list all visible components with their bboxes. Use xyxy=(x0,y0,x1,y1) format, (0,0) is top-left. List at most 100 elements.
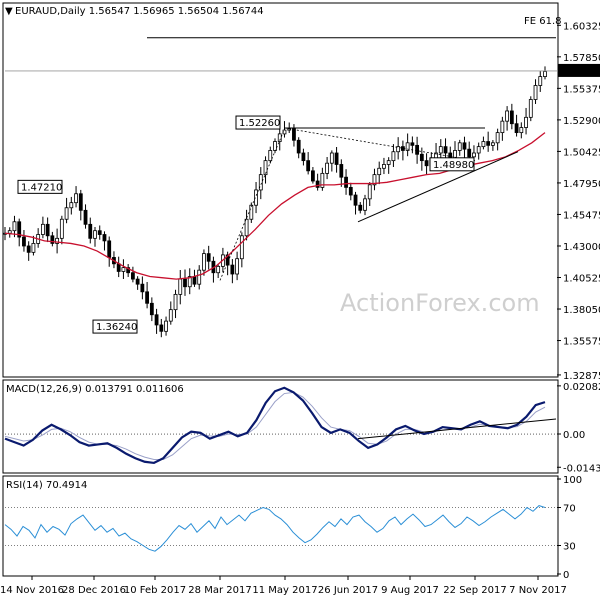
chart-header: EURAUD,Daily 1.56547 1.56965 1.56504 1.5… xyxy=(15,6,264,17)
date-tick-label: 28 Dec 2016 xyxy=(62,585,126,596)
candle-body xyxy=(93,230,97,239)
price-tick-label: 1.40525 xyxy=(563,274,600,285)
candle-body xyxy=(187,276,192,288)
date-tick-label: 9 Aug 2017 xyxy=(381,585,439,596)
candle-body xyxy=(116,263,121,272)
candle-body xyxy=(164,320,168,332)
candle-body xyxy=(320,172,325,188)
candle-body xyxy=(78,193,83,211)
candle-body xyxy=(83,209,88,225)
last-price-box xyxy=(558,63,600,77)
fe-label: FE 61.8 xyxy=(524,16,562,27)
candle-body xyxy=(216,265,221,274)
candle-body xyxy=(192,276,197,285)
candle-body xyxy=(149,302,154,316)
annotation-box xyxy=(17,179,63,194)
candle-body xyxy=(121,267,126,272)
candle-body xyxy=(296,139,301,154)
candle-body xyxy=(178,278,183,295)
candle-body xyxy=(268,150,273,162)
candle-body xyxy=(457,142,462,151)
date-tick-label: 10 Feb 2017 xyxy=(124,585,186,596)
price-tick-label: 1.35575 xyxy=(563,337,600,348)
date-tick-label: 7 Nov 2017 xyxy=(509,585,567,596)
date-tick-label: 14 Nov 2016 xyxy=(0,585,64,596)
candle-body xyxy=(476,146,481,154)
candle-body xyxy=(481,141,486,148)
candle-body xyxy=(140,283,145,293)
macd-layer xyxy=(4,386,557,465)
candle-body xyxy=(310,170,315,182)
rsi-line xyxy=(4,505,546,552)
annotation-label: 1.47210 xyxy=(21,182,62,193)
candle-body xyxy=(315,180,320,188)
candle-body xyxy=(202,253,206,271)
candle-body xyxy=(353,194,358,206)
price-tick-label: 1.38050 xyxy=(563,305,600,316)
candle-body xyxy=(462,142,467,150)
candle-body xyxy=(88,223,93,239)
candle-body xyxy=(183,278,187,288)
support-trendline xyxy=(357,151,519,223)
candle-body xyxy=(543,71,547,77)
candle-body xyxy=(22,236,26,247)
candle-body xyxy=(159,324,164,332)
axis-layer: 1.60325 1.57850 1.55375 1.52900 1.50425 1.479… xyxy=(0,21,600,596)
candle-body xyxy=(130,272,135,280)
price-tick-label: 1.43000 xyxy=(563,242,600,253)
price-tick-label: 1.45475 xyxy=(563,210,600,221)
candle-body xyxy=(40,223,45,235)
price-tick-label: 1.60325 xyxy=(563,21,600,32)
price-tick-label: 1.55375 xyxy=(563,84,600,95)
date-tick-label: 11 May 2017 xyxy=(252,585,317,596)
candle-body xyxy=(64,207,69,220)
macd-trendline xyxy=(357,418,557,440)
candle-body xyxy=(391,151,396,162)
candle-body xyxy=(301,152,306,162)
candle-body xyxy=(173,293,178,311)
candle-body xyxy=(254,189,258,206)
dropdown-triangle-icon[interactable]: ▼ xyxy=(5,6,13,17)
candle-body xyxy=(45,223,50,237)
candle-body xyxy=(415,144,420,155)
macd-tick-label: -0.014386 xyxy=(563,463,600,474)
annotation-box xyxy=(429,157,475,172)
candle-body xyxy=(329,152,334,164)
candle-body xyxy=(12,221,17,232)
rsi-layer xyxy=(4,505,556,552)
candle-body xyxy=(292,128,296,141)
candle-body xyxy=(514,123,519,134)
candle-body xyxy=(244,218,249,237)
price-tick-label: 1.52900 xyxy=(563,116,600,127)
candle-body xyxy=(490,142,495,146)
annotation-label: 1.48980 xyxy=(433,160,474,171)
candle-body xyxy=(225,254,230,266)
watermark: ActionForex.com xyxy=(340,289,540,317)
candle-body xyxy=(396,146,401,153)
annotation-box xyxy=(235,115,281,130)
annotation-box xyxy=(92,319,138,334)
date-tick-label: 28 Mar 2017 xyxy=(188,585,251,596)
candle-body xyxy=(505,110,510,122)
candle-body xyxy=(443,146,448,154)
candle-body xyxy=(486,141,491,146)
candle-body xyxy=(367,184,372,200)
rsi-panel xyxy=(2,475,559,577)
candle-body xyxy=(135,278,140,285)
candle-body xyxy=(197,269,202,285)
candle-body xyxy=(17,221,22,238)
macd-title: MACD(12,26,9) 0.013791 0.011606 xyxy=(6,384,184,395)
price-tick-label: 1.57850 xyxy=(563,53,600,64)
candle-body xyxy=(145,291,150,304)
candle-body xyxy=(438,146,443,154)
candle-body xyxy=(168,309,173,322)
candle-body xyxy=(235,258,240,275)
candle-body xyxy=(424,160,429,167)
candle-body xyxy=(467,148,472,158)
candle-body xyxy=(363,198,367,211)
rsi-tick-label: 30 xyxy=(563,542,576,553)
candle-body xyxy=(97,230,102,235)
candle-body xyxy=(26,245,31,253)
candle-body xyxy=(107,240,112,258)
